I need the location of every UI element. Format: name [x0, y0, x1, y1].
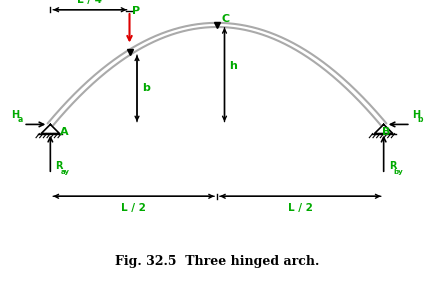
Text: R: R — [389, 161, 396, 171]
Text: Fig. 32.5  Three hinged arch.: Fig. 32.5 Three hinged arch. — [115, 255, 319, 268]
Text: b: b — [418, 115, 423, 124]
Text: h: h — [230, 61, 237, 71]
Text: P: P — [132, 6, 140, 16]
Text: B: B — [381, 127, 390, 137]
Text: by: by — [394, 169, 404, 175]
Text: A: A — [59, 127, 68, 137]
Text: b: b — [142, 83, 150, 93]
Text: R: R — [56, 161, 63, 171]
Text: a: a — [18, 115, 23, 124]
Text: ay: ay — [60, 169, 69, 175]
Text: H: H — [412, 110, 420, 120]
Text: H: H — [11, 110, 19, 120]
Text: C: C — [222, 14, 230, 23]
Text: L / 2: L / 2 — [121, 203, 146, 213]
Text: L / 4: L / 4 — [77, 0, 102, 5]
Text: L / 2: L / 2 — [288, 203, 313, 213]
